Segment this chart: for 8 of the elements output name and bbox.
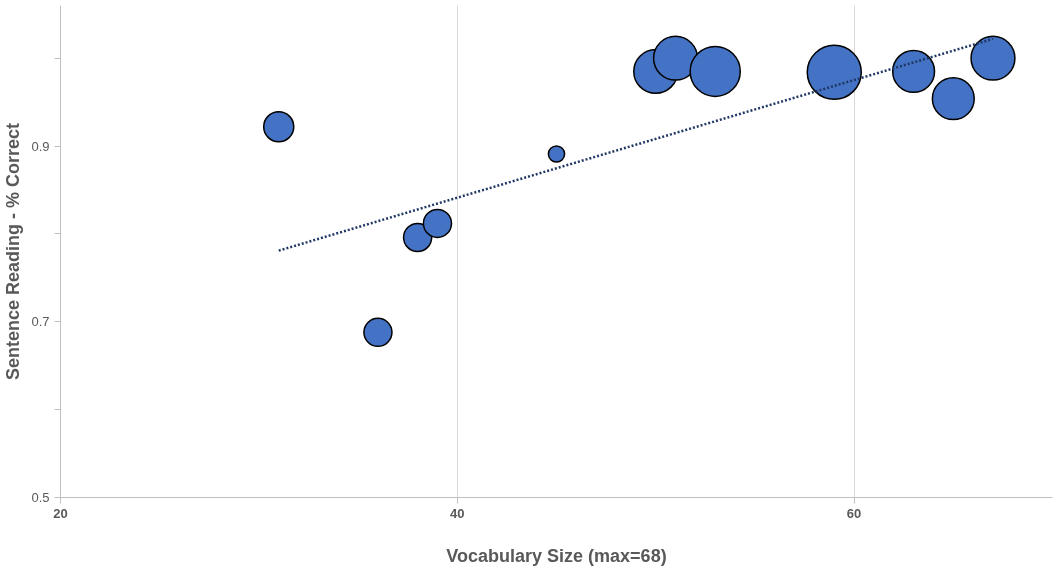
x-tick-label: 40 (450, 505, 465, 521)
x-axis-title: Vocabulary Size (max=68) (446, 545, 667, 566)
x-tick-label: 60 (846, 505, 862, 521)
y-tick-label: 0.9 (31, 138, 50, 154)
x-tick-label: 20 (53, 505, 68, 521)
y-tick-label: 0.7 (31, 314, 50, 330)
y-tick-label: 0.5 (31, 490, 50, 505)
y-axis-title: Sentence Reading - % Correct (3, 122, 24, 381)
